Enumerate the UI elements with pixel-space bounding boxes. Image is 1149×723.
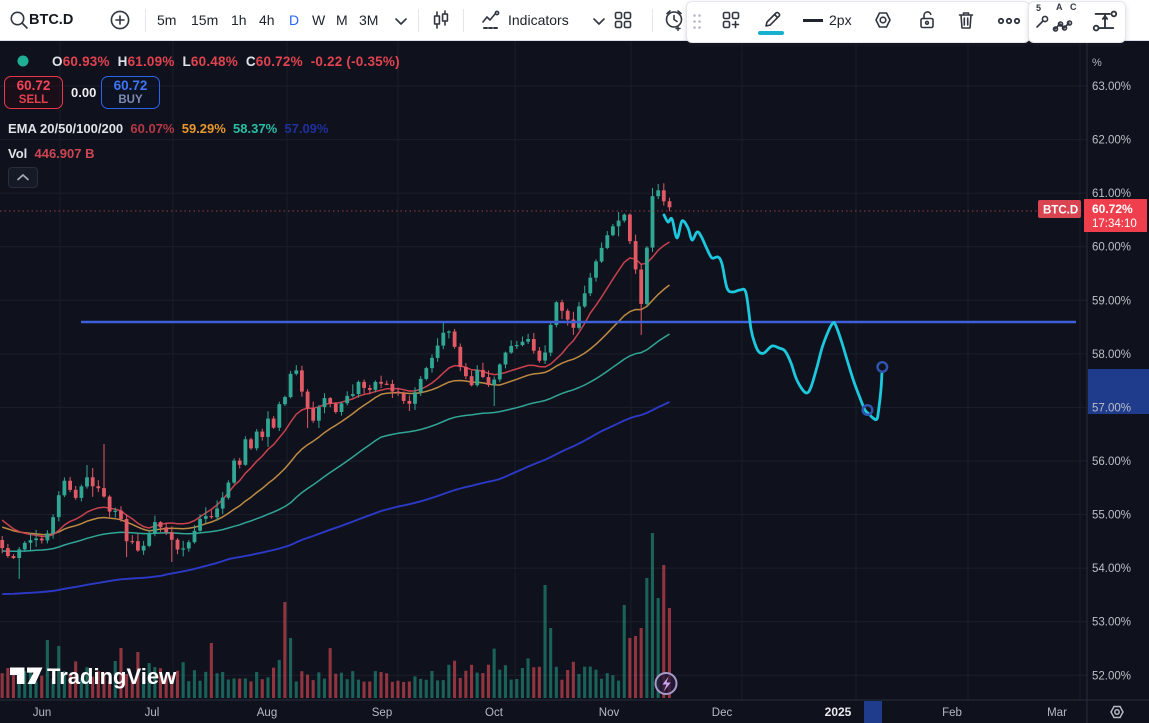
svg-text:60.72%: 60.72% xyxy=(1092,202,1133,216)
svg-text:54.00%: 54.00% xyxy=(1092,563,1131,575)
svg-text:Jul: Jul xyxy=(145,707,160,719)
svg-text:Dec: Dec xyxy=(712,707,733,719)
svg-text:62.00%: 62.00% xyxy=(1092,135,1131,147)
svg-text:63.00%: 63.00% xyxy=(1092,81,1131,93)
svg-text:2025: 2025 xyxy=(825,705,852,719)
svg-text:52.00%: 52.00% xyxy=(1092,670,1131,682)
svg-text:Sep: Sep xyxy=(372,707,392,719)
svg-text:Oct: Oct xyxy=(485,707,504,719)
svg-text:55.00%: 55.00% xyxy=(1092,510,1131,522)
svg-text:61.00%: 61.00% xyxy=(1092,188,1131,200)
svg-text:Nov: Nov xyxy=(599,707,620,719)
svg-text:BTC.D: BTC.D xyxy=(1043,205,1078,217)
svg-text:60.00%: 60.00% xyxy=(1092,242,1131,254)
svg-text:56.00%: 56.00% xyxy=(1092,456,1131,468)
svg-text:Mar: Mar xyxy=(1047,707,1067,719)
svg-text:58.00%: 58.00% xyxy=(1092,349,1131,361)
svg-text:59.00%: 59.00% xyxy=(1092,295,1131,307)
svg-text:%: % xyxy=(1092,57,1102,69)
svg-text:Feb: Feb xyxy=(942,707,962,719)
svg-text:Jun: Jun xyxy=(33,707,52,719)
svg-text:Aug: Aug xyxy=(257,707,277,719)
svg-text:17:34:10: 17:34:10 xyxy=(1092,218,1137,230)
svg-text:TradingView: TradingView xyxy=(47,664,177,689)
svg-text:57.00%: 57.00% xyxy=(1092,402,1131,414)
svg-text:53.00%: 53.00% xyxy=(1092,617,1131,629)
